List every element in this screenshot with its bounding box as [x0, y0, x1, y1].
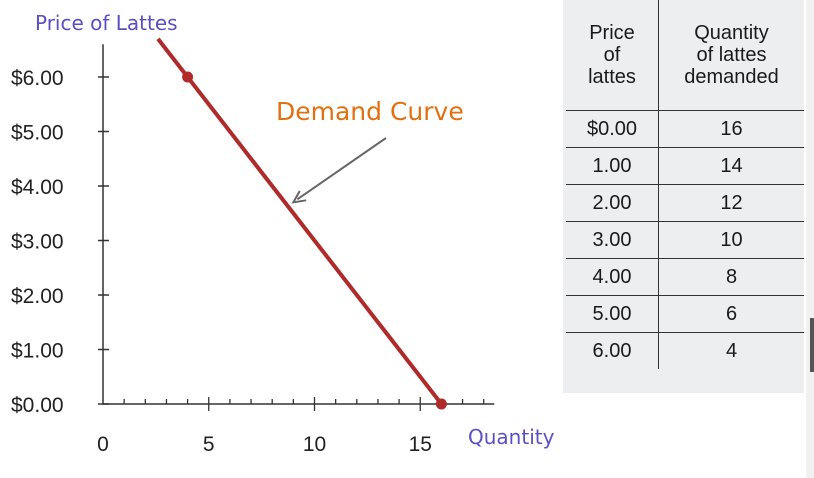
demand-chart: Price of Lattes Quantity of Lattes Deman… [11, 11, 560, 456]
scrollbar-thumb[interactable] [810, 318, 814, 372]
scrollbar-track[interactable] [806, 0, 814, 478]
demand-schedule-table: Price of lattes Quantity of lattes deman… [566, 0, 804, 369]
annotation-arrowhead [291, 190, 307, 204]
price-header-line-1: Price [589, 22, 635, 44]
quantity-header-line-1: Quantity [694, 22, 769, 44]
x-tick-label: 0 [97, 433, 109, 456]
price-cell: 6.00 [566, 332, 659, 369]
demand-point [182, 71, 194, 83]
price-header-line-3: lattes [588, 66, 636, 88]
table-row: 6.00 4 [566, 332, 804, 369]
x-tick-label: 15 [409, 433, 432, 456]
table-row: $0.00 16 [566, 110, 804, 148]
quantity-header: Quantity of lattes demanded [658, 0, 804, 111]
table-row: 4.00 8 [566, 258, 804, 296]
y-tick-label: $0.00 [11, 394, 64, 417]
y-tick-label: $1.00 [11, 340, 64, 363]
y-tick-label: $6.00 [11, 67, 64, 90]
price-header: Price of lattes [566, 0, 659, 111]
price-cell: 1.00 [566, 147, 659, 185]
table-row: 5.00 6 [566, 295, 804, 333]
demand-line [156, 37, 443, 406]
table-row: 1.00 14 [566, 147, 804, 185]
price-cell: 5.00 [566, 295, 659, 333]
table-row: 2.00 12 [566, 184, 804, 222]
price-header-line-2: of [603, 44, 621, 66]
annotation-arrow [296, 137, 387, 201]
table-row: 3.00 10 [566, 221, 804, 259]
quantity-cell: 16 [658, 110, 804, 148]
quantity-cell: 6 [658, 295, 804, 333]
demand-curve-annotation: Demand Curve [276, 97, 464, 126]
y-tick-label: $3.00 [11, 231, 64, 254]
x-tick-label: 5 [203, 433, 215, 456]
demand-schedule-panel: Price of lattes Quantity of lattes deman… [563, 0, 804, 393]
quantity-cell: 12 [658, 184, 804, 222]
table-header-row: Price of lattes Quantity of lattes deman… [566, 0, 804, 111]
quantity-header-line-3: demanded [684, 66, 779, 88]
quantity-cell: 4 [658, 332, 804, 369]
demand-point [435, 398, 447, 410]
x-tick-label: 10 [303, 433, 326, 456]
quantity-header-line-2: of lattes [696, 44, 767, 66]
quantity-cell: 14 [658, 147, 804, 185]
y-axis-title: Price of Lattes [35, 11, 178, 35]
quantity-cell: 8 [658, 258, 804, 296]
y-tick-label: $5.00 [11, 122, 64, 145]
x-axis-title: Quantity of Lattes [468, 425, 560, 449]
y-tick-label: $2.00 [11, 285, 64, 308]
quantity-cell: 10 [658, 221, 804, 259]
y-tick-label: $4.00 [11, 176, 64, 199]
price-cell: $0.00 [566, 110, 659, 148]
price-cell: 2.00 [566, 184, 659, 222]
price-cell: 4.00 [566, 258, 659, 296]
price-cell: 3.00 [566, 221, 659, 259]
